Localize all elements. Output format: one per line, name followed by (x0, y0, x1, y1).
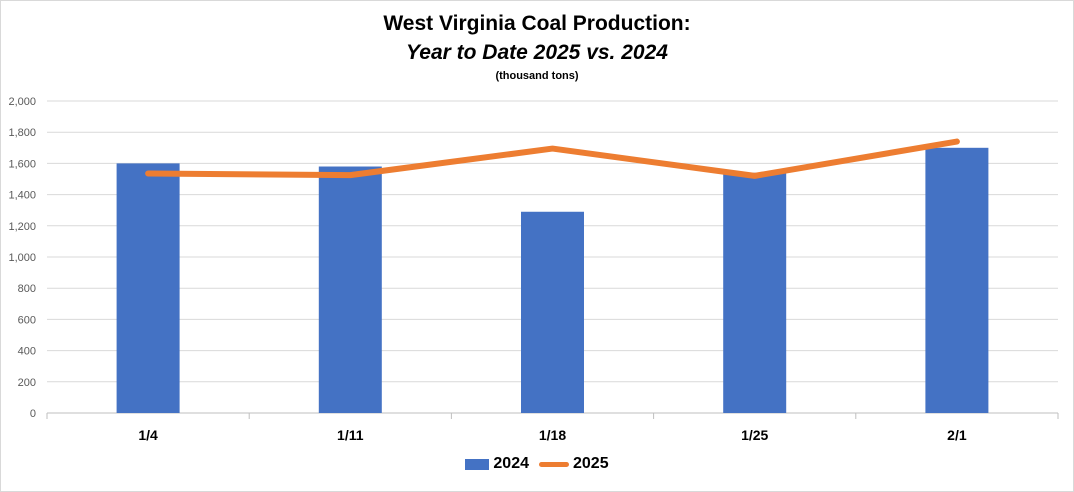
y-tick-label: 1,600 (8, 158, 36, 170)
legend-label-2025: 2025 (573, 455, 609, 472)
bar-2024 (925, 147, 989, 414)
y-tick-label: 0 (30, 408, 36, 420)
legend-swatch-2024 (465, 458, 490, 470)
y-tick-label: 1,800 (8, 127, 36, 139)
x-tick-label: 1/11 (337, 427, 364, 443)
x-tick-label: 1/4 (138, 427, 158, 443)
legend-swatch-2025 (539, 461, 569, 467)
point-2025 (956, 141, 958, 143)
bar-2024 (723, 172, 787, 413)
point-2025 (552, 148, 553, 150)
bar-2024 (318, 166, 382, 413)
x-tick-label: 2/1 (947, 427, 967, 443)
point-2025 (754, 175, 756, 177)
line-2025 (145, 138, 960, 179)
chart-units-note: (thousand tons) (495, 70, 579, 82)
y-tick-label: 1,200 (8, 221, 36, 233)
point-2025 (349, 174, 351, 176)
chart-title: West Virginia Coal Production: (383, 12, 691, 35)
point-2025 (147, 173, 149, 175)
bar-2024 (116, 163, 180, 413)
y-tick-label: 600 (18, 314, 36, 326)
x-tick-label: 1/18 (539, 427, 566, 443)
bar-2024 (521, 211, 584, 413)
chart-subtitle: Year to Date 2025 vs. 2024 (406, 41, 668, 64)
y-tick-label: 1,400 (8, 190, 36, 202)
legend-label-2024: 2024 (493, 455, 529, 472)
y-tick-label: 2,000 (8, 96, 36, 108)
legend-item-2024: 2024 (465, 455, 529, 473)
y-tick-label: 200 (18, 377, 36, 389)
y-tick-label: 800 (18, 283, 36, 295)
y-tick-label: 1,000 (8, 252, 36, 264)
y-tick-label: 400 (18, 346, 36, 358)
chart-legend: 2024 2025 (0, 455, 1074, 473)
legend-item-2025: 2025 (539, 455, 609, 473)
x-tick-label: 1/25 (741, 427, 768, 443)
